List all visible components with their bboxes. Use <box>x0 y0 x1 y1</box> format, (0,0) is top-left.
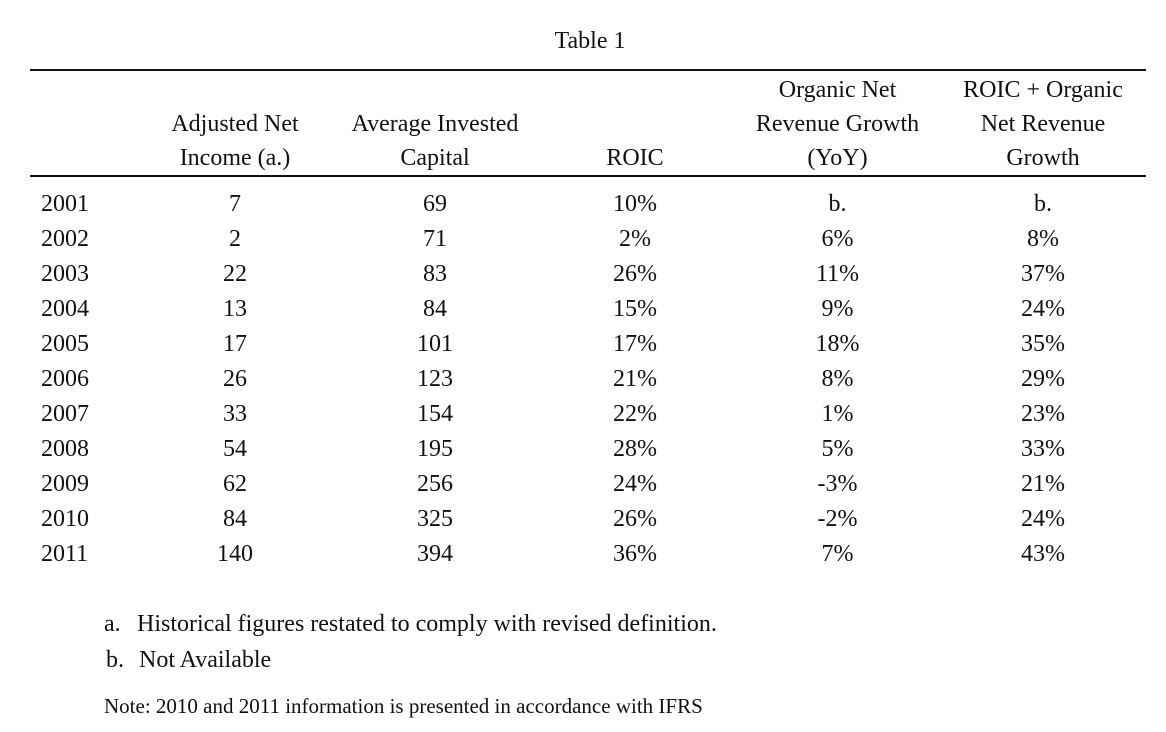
organic-growth-cell: -3% <box>817 471 858 497</box>
table-row: 2006 26 123 21% 8% 29% <box>30 362 1146 397</box>
top-rule <box>30 69 1146 71</box>
year-cell: 2001 <box>41 191 89 217</box>
year-cell: 2004 <box>41 296 89 322</box>
organic-growth-cell: 5% <box>821 436 854 462</box>
year-cell: 2008 <box>41 436 89 462</box>
adjusted-net-income-cell: 26 <box>223 366 247 392</box>
table-row: 2001 7 69 10% b. b. <box>30 175 1146 222</box>
year-cell: 2003 <box>41 261 89 287</box>
table-row: 2005 17 101 17% 18% 35% <box>30 327 1146 362</box>
roic-plus-growth-cell: 24% <box>1021 296 1065 322</box>
roic-plus-growth-cell: 29% <box>1021 366 1065 392</box>
table-row: 2002 2 71 2% 6% 8% <box>30 222 1146 257</box>
footnote-a: a. Historical figures restated to comply … <box>104 607 717 641</box>
average-invested-capital-cell: 256 <box>417 471 453 497</box>
roic-plus-growth-cell: 24% <box>1021 506 1065 532</box>
average-invested-capital-cell: 69 <box>423 191 447 217</box>
ifrs-note: Note: 2010 and 2011 information is prese… <box>104 694 703 718</box>
roic-cell: 36% <box>613 541 657 567</box>
average-invested-capital-cell: 101 <box>417 331 453 357</box>
organic-growth-cell: 9% <box>821 296 854 322</box>
organic-growth-cell: 18% <box>815 331 860 357</box>
adjusted-net-income-cell: 22 <box>223 261 247 287</box>
organic-growth-cell: -2% <box>817 506 858 532</box>
organic-growth-cell: 8% <box>821 366 854 392</box>
header-roic-plus-organic-growth: ROIC + Organic Net Revenue Growth <box>963 77 1123 171</box>
average-invested-capital-cell: 84 <box>423 296 447 322</box>
adjusted-net-income-cell: 7 <box>229 191 241 217</box>
table-row: 2008 54 195 28% 5% 33% <box>30 432 1146 467</box>
roic-plus-growth-cell: 43% <box>1021 541 1065 567</box>
adjusted-net-income-cell: 140 <box>217 541 253 567</box>
average-invested-capital-cell: 195 <box>417 436 453 462</box>
adjusted-net-income-cell: 84 <box>223 506 247 532</box>
table-title: Table 1 <box>554 28 626 54</box>
adjusted-net-income-cell: 54 <box>223 436 247 462</box>
header-rule <box>30 175 1146 177</box>
table-row: 2004 13 84 15% 9% 24% <box>30 292 1146 327</box>
year-cell: 2007 <box>41 401 89 427</box>
organic-growth-cell: 1% <box>821 401 854 427</box>
roic-cell: 15% <box>613 296 657 322</box>
roic-plus-growth-cell: 33% <box>1021 436 1065 462</box>
header-organic-net-revenue-growth: Organic Net Revenue Growth (YoY) <box>755 77 920 171</box>
table-row: 2009 62 256 24% -3% 21% <box>30 467 1146 502</box>
adjusted-net-income-cell: 17 <box>223 331 247 357</box>
year-cell: 2005 <box>41 331 89 357</box>
header-row: Adjusted Net Income (a.) Average Investe… <box>30 72 1146 175</box>
organic-growth-cell: 11% <box>815 261 860 287</box>
adjusted-net-income-cell: 2 <box>229 226 241 252</box>
average-invested-capital-cell: 325 <box>417 506 453 532</box>
roic-cell: 26% <box>613 261 657 287</box>
table-row: 2003 22 83 26% 11% 37% <box>30 257 1146 292</box>
footnote-text: Not Available <box>139 647 272 673</box>
average-invested-capital-cell: 394 <box>417 541 453 567</box>
roic-cell: 22% <box>613 401 657 427</box>
table-row: 2010 84 325 26% -2% 24% <box>30 502 1146 537</box>
roic-cell: 21% <box>613 366 657 392</box>
year-cell: 2002 <box>41 226 89 252</box>
header-roic: ROIC <box>606 145 664 171</box>
year-cell: 2006 <box>41 366 89 392</box>
adjusted-net-income-cell: 62 <box>223 471 247 497</box>
table-row: 2011 140 394 36% 7% 43% <box>30 537 1146 572</box>
average-invested-capital-cell: 123 <box>417 366 453 392</box>
roic-plus-growth-cell: b. <box>1034 191 1052 217</box>
roic-cell: 10% <box>613 191 657 217</box>
year-cell: 2011 <box>41 541 89 567</box>
roic-plus-growth-cell: 8% <box>1027 226 1059 252</box>
organic-growth-cell: 6% <box>821 226 854 252</box>
roic-plus-growth-cell: 23% <box>1021 401 1065 427</box>
table-row: 2007 33 154 22% 1% 23% <box>30 397 1146 432</box>
roic-cell: 26% <box>613 506 657 532</box>
organic-growth-cell: b. <box>828 191 847 217</box>
header-adjusted-net-income: Adjusted Net Income (a.) <box>171 111 299 171</box>
roic-cell: 24% <box>613 471 657 497</box>
header-average-invested-capital: Average Invested Capital <box>351 111 519 171</box>
adjusted-net-income-cell: 13 <box>223 296 247 322</box>
roic-cell: 28% <box>613 436 657 462</box>
header-year <box>30 72 135 175</box>
average-invested-capital-cell: 154 <box>417 401 453 427</box>
roic-plus-growth-cell: 37% <box>1021 261 1065 287</box>
roic-plus-growth-cell: 35% <box>1021 331 1065 357</box>
data-table: Adjusted Net Income (a.) Average Investe… <box>30 72 1146 572</box>
footnote-marker: b. <box>106 647 124 673</box>
average-invested-capital-cell: 71 <box>423 226 447 252</box>
average-invested-capital-cell: 83 <box>423 261 447 287</box>
adjusted-net-income-cell: 33 <box>223 401 247 427</box>
roic-cell: 2% <box>619 226 651 252</box>
footnote-marker: a. <box>104 611 121 637</box>
footnote-b: b. Not Available <box>106 643 271 677</box>
table-body: 2001 7 69 10% b. b. 2002 2 71 2% 6% 8% 2003 22 83 26% 11… <box>30 175 1146 572</box>
footnote-text: Historical figures restated to comply wi… <box>137 611 717 637</box>
roic-cell: 17% <box>613 331 657 357</box>
year-cell: 2010 <box>41 506 89 532</box>
organic-growth-cell: 7% <box>821 541 854 567</box>
year-cell: 2009 <box>41 471 89 497</box>
roic-plus-growth-cell: 21% <box>1021 471 1065 497</box>
